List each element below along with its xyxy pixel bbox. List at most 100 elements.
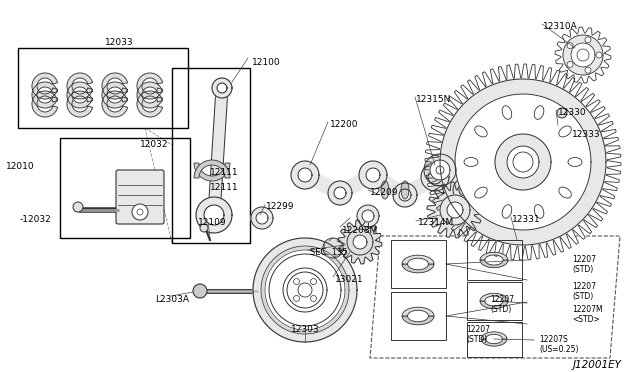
- Polygon shape: [328, 181, 352, 205]
- Polygon shape: [338, 220, 382, 264]
- Polygon shape: [424, 154, 456, 186]
- Circle shape: [513, 152, 533, 172]
- Polygon shape: [555, 27, 611, 83]
- Polygon shape: [194, 160, 230, 178]
- Text: 12331: 12331: [512, 215, 541, 224]
- Polygon shape: [402, 307, 434, 316]
- Polygon shape: [204, 205, 224, 225]
- Polygon shape: [402, 255, 434, 264]
- Text: 12111: 12111: [210, 168, 239, 177]
- Polygon shape: [435, 177, 490, 193]
- Ellipse shape: [401, 181, 409, 199]
- Circle shape: [310, 295, 317, 301]
- Circle shape: [132, 204, 148, 220]
- Polygon shape: [399, 189, 411, 201]
- Polygon shape: [353, 235, 367, 249]
- Polygon shape: [334, 187, 346, 199]
- Circle shape: [585, 67, 591, 73]
- Text: 12207M
<STD>: 12207M <STD>: [572, 305, 603, 324]
- Text: 12314M: 12314M: [418, 218, 454, 227]
- Text: 13021: 13021: [335, 275, 364, 284]
- Text: 12315N: 12315N: [416, 95, 451, 104]
- Polygon shape: [495, 134, 551, 190]
- Polygon shape: [401, 171, 438, 201]
- Polygon shape: [196, 197, 232, 233]
- Bar: [391, 292, 446, 340]
- Polygon shape: [366, 168, 380, 182]
- Polygon shape: [480, 252, 508, 260]
- Polygon shape: [453, 178, 477, 202]
- Polygon shape: [208, 88, 228, 215]
- Text: SEC. 135: SEC. 135: [310, 248, 348, 257]
- Polygon shape: [265, 250, 345, 330]
- Polygon shape: [32, 73, 58, 99]
- Polygon shape: [369, 169, 409, 201]
- Polygon shape: [267, 252, 343, 328]
- Polygon shape: [283, 268, 327, 312]
- Text: 12200: 12200: [330, 120, 358, 129]
- Polygon shape: [440, 195, 470, 225]
- Ellipse shape: [559, 126, 572, 137]
- Circle shape: [596, 52, 602, 58]
- Polygon shape: [291, 161, 319, 189]
- Text: 12100: 12100: [252, 58, 280, 67]
- Text: 12330: 12330: [558, 108, 587, 117]
- Circle shape: [294, 295, 300, 301]
- Text: 12010: 12010: [6, 162, 35, 171]
- Polygon shape: [137, 73, 163, 99]
- Ellipse shape: [559, 187, 572, 198]
- Polygon shape: [421, 163, 449, 191]
- Circle shape: [298, 283, 312, 297]
- Text: -12032: -12032: [20, 215, 52, 224]
- Polygon shape: [402, 316, 434, 325]
- Circle shape: [73, 202, 83, 212]
- Bar: [391, 240, 446, 288]
- Text: 12207
(STD): 12207 (STD): [572, 255, 596, 275]
- Polygon shape: [507, 146, 539, 178]
- FancyBboxPatch shape: [116, 170, 164, 224]
- Polygon shape: [212, 78, 232, 98]
- Polygon shape: [102, 73, 127, 99]
- Polygon shape: [481, 339, 507, 346]
- Text: L2303A: L2303A: [155, 295, 189, 304]
- Circle shape: [577, 49, 589, 61]
- Text: 12207S
(US=0.25): 12207S (US=0.25): [539, 335, 579, 355]
- Circle shape: [436, 166, 444, 174]
- Polygon shape: [67, 82, 93, 108]
- Circle shape: [323, 238, 343, 258]
- Ellipse shape: [381, 181, 389, 199]
- Ellipse shape: [475, 187, 487, 198]
- Polygon shape: [302, 169, 343, 199]
- Polygon shape: [480, 293, 508, 301]
- Polygon shape: [32, 82, 58, 108]
- Polygon shape: [481, 332, 507, 339]
- Polygon shape: [253, 238, 357, 342]
- Text: 12033: 12033: [105, 38, 134, 47]
- Circle shape: [287, 272, 323, 308]
- Ellipse shape: [534, 106, 544, 119]
- Polygon shape: [347, 229, 373, 255]
- Ellipse shape: [502, 205, 512, 218]
- Text: 12303: 12303: [291, 325, 319, 334]
- Polygon shape: [67, 73, 93, 99]
- Bar: [467, 240, 522, 280]
- Circle shape: [294, 279, 300, 285]
- Polygon shape: [393, 183, 417, 207]
- Polygon shape: [455, 94, 591, 230]
- Bar: [60, 138, 190, 238]
- Polygon shape: [137, 91, 163, 117]
- Polygon shape: [480, 260, 508, 268]
- Polygon shape: [430, 160, 450, 180]
- Polygon shape: [427, 182, 483, 238]
- Text: 12208M: 12208M: [342, 226, 378, 235]
- Text: 12207
(STD): 12207 (STD): [466, 325, 490, 344]
- Circle shape: [193, 284, 207, 298]
- Text: 12209: 12209: [370, 188, 399, 197]
- Polygon shape: [480, 301, 508, 309]
- Polygon shape: [137, 82, 163, 108]
- Polygon shape: [337, 169, 376, 199]
- Bar: [467, 282, 522, 320]
- Polygon shape: [459, 184, 471, 196]
- Polygon shape: [217, 83, 227, 93]
- Polygon shape: [402, 264, 434, 273]
